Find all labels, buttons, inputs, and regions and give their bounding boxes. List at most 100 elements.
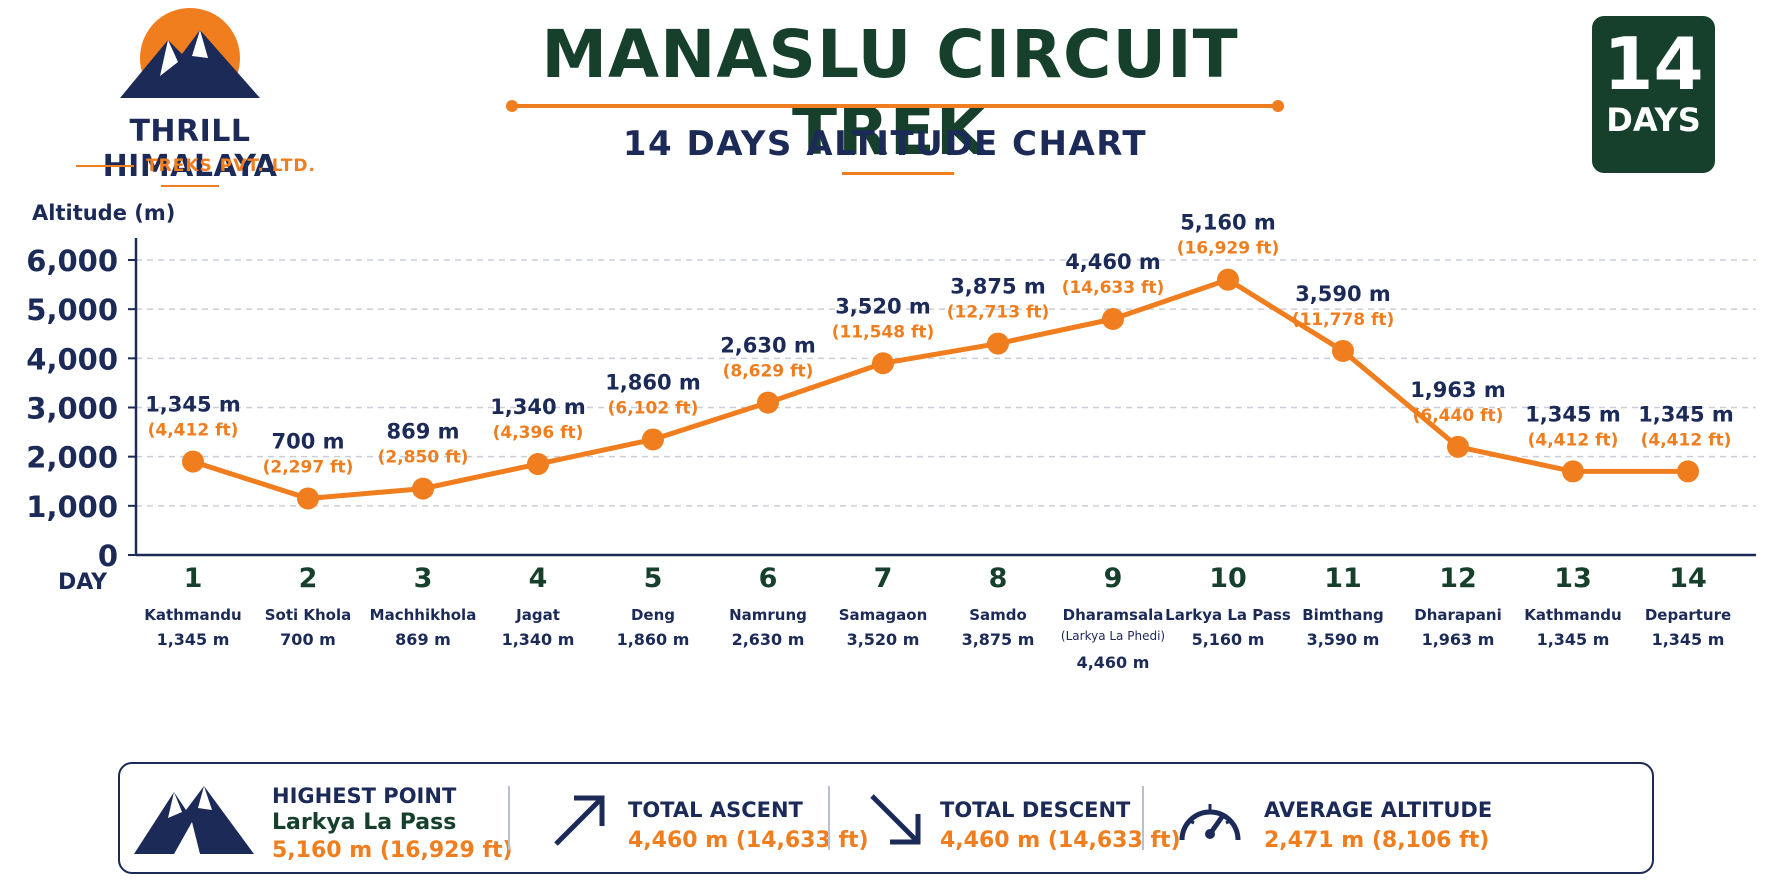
y-axis-label: Altitude (m) — [32, 201, 175, 225]
feet-label: (16,929 ft) — [1177, 239, 1280, 259]
place-name: Namrung — [729, 606, 807, 624]
day-number: 1 — [184, 563, 203, 594]
y-tick-label: 2,000 — [26, 441, 118, 475]
altitude-label: 869 m — [386, 420, 459, 444]
altitude-chart: Altitude (m) 0 1,000 2,000 3,000 4,000 5,000 6,… — [26, 201, 1756, 672]
feet-label: (2,850 ft) — [378, 448, 469, 468]
stat-value: 5,160 m (16,929 ft) — [272, 838, 513, 863]
place-name: Deng — [631, 606, 675, 624]
mountain-sun-icon — [120, 8, 260, 106]
data-point — [757, 391, 779, 414]
subtitle-underline — [842, 172, 954, 175]
place-name: Machhikhola — [370, 606, 477, 624]
days-badge-number: 14 — [1603, 22, 1704, 106]
data-point — [872, 352, 894, 375]
data-point — [1562, 460, 1584, 483]
feet-label: (6,102 ft) — [608, 398, 699, 418]
feet-label: (11,778 ft) — [1292, 310, 1395, 330]
feet-label: (12,713 ft) — [947, 303, 1050, 323]
altitude-label: 1,345 m — [1525, 402, 1621, 426]
place-name: Bimthang — [1302, 606, 1384, 624]
altitude-label: 4,460 m — [1065, 250, 1161, 274]
stat-label: AVERAGE ALTITUDE — [1264, 798, 1493, 822]
place-note: (Larkya La Phedi) — [1061, 629, 1165, 643]
altitude-line — [192, 277, 1688, 501]
arrow-down-right-icon — [870, 794, 921, 845]
x-axis-label: DAY — [58, 570, 108, 595]
stat-label: TOTAL ASCENT — [628, 798, 803, 822]
place-name: Departure — [1645, 606, 1731, 624]
y-tick-label: 6,000 — [26, 244, 118, 278]
summary-panel: HIGHEST POINT Larkya La Pass 5,160 m (16… — [118, 762, 1654, 874]
feet-label: (14,633 ft) — [1062, 278, 1165, 298]
altitude-label: 3,590 m — [1295, 282, 1391, 306]
place-altitude: 869 m — [395, 630, 451, 649]
altitude-label: 1,340 m — [490, 395, 586, 419]
place-altitude: 3,875 m — [962, 630, 1035, 649]
place-altitude: 1,340 m — [502, 630, 575, 649]
divider — [508, 786, 510, 850]
place-altitude: 2,630 m — [732, 630, 805, 649]
day-number: 9 — [1104, 563, 1123, 594]
day-number: 8 — [989, 563, 1008, 594]
day-number: 10 — [1209, 563, 1247, 594]
place-name: Soti Khola — [265, 606, 352, 624]
place-name: Dharapani — [1414, 606, 1501, 624]
day-number: 14 — [1669, 563, 1707, 594]
data-point — [412, 477, 434, 500]
data-point — [642, 428, 664, 451]
altitude-label: 700 m — [271, 429, 344, 453]
place-altitude: 1,345 m — [1537, 630, 1610, 649]
stat-highest-point: HIGHEST POINT Larkya La Pass 5,160 m (16… — [120, 764, 520, 872]
place-name: Jagat — [515, 606, 560, 624]
altitude-label: 1,860 m — [605, 370, 701, 394]
stat-total-ascent: TOTAL ASCENT 4,460 m (14,633 ft) — [520, 764, 869, 872]
stat-total-descent: TOTAL DESCENT 4,460 m (14,633 ft) — [840, 764, 1181, 872]
stat-value: 4,460 m (14,633 ft) — [940, 828, 1181, 853]
place-altitude: 5,160 m — [1192, 630, 1265, 649]
altitude-label: 3,520 m — [835, 294, 931, 318]
altitude-label: 5,160 m — [1180, 211, 1276, 235]
place-altitude: 4,460 m — [1077, 653, 1150, 672]
feet-label: (4,396 ft) — [493, 423, 584, 443]
data-point — [987, 332, 1009, 355]
altitude-label: 1,963 m — [1410, 378, 1506, 402]
day-number: 6 — [759, 563, 778, 594]
stat-average-altitude: AVERAGE ALTITUDE 2,471 m (8,106 ft) — [1154, 764, 1644, 872]
feet-label: (4,412 ft) — [148, 421, 239, 441]
place-name: Kathmandu — [1524, 606, 1621, 624]
day-number: 3 — [414, 563, 433, 594]
place-altitude: 1,963 m — [1422, 630, 1495, 649]
y-tick-label: 4,000 — [26, 342, 118, 376]
gauge-icon — [1179, 804, 1241, 841]
days-badge-label: DAYS — [1606, 101, 1701, 139]
feet-label: (4,412 ft) — [1641, 430, 1732, 450]
place-name: Samdo — [969, 606, 1027, 624]
brand-subtitle: TREKS PVT. LTD. — [40, 156, 340, 196]
stat-label: TOTAL DESCENT — [940, 798, 1131, 822]
day-number: 11 — [1324, 563, 1362, 594]
place-altitude: 1,345 m — [1652, 630, 1725, 649]
place-name: Larkya La Pass — [1165, 606, 1291, 624]
place-altitude: 3,520 m — [847, 630, 920, 649]
place-name: Kathmandu — [144, 606, 241, 624]
stat-value: 4,460 m (14,633 ft) — [628, 828, 869, 853]
days-badge: 14 DAYS — [1592, 16, 1715, 173]
arrow-up-right-icon — [554, 795, 605, 846]
place-name: Dharamsala — [1063, 606, 1164, 624]
divider — [1142, 786, 1144, 850]
data-point — [297, 487, 319, 510]
stat-place-name: Larkya La Pass — [272, 810, 457, 835]
altitude-label: 3,875 m — [950, 275, 1046, 299]
place-altitude: 3,590 m — [1307, 630, 1380, 649]
data-point — [527, 453, 549, 476]
day-number: 12 — [1439, 563, 1477, 594]
feet-label: (2,297 ft) — [263, 457, 354, 477]
altitude-label: 1,345 m — [1638, 402, 1734, 426]
stat-value: 2,471 m (8,106 ft) — [1264, 828, 1490, 853]
place-altitude: 700 m — [280, 630, 336, 649]
data-point — [182, 450, 204, 473]
stat-label: HIGHEST POINT — [272, 784, 457, 808]
data-point — [1332, 339, 1354, 362]
day-number: 7 — [874, 563, 893, 594]
